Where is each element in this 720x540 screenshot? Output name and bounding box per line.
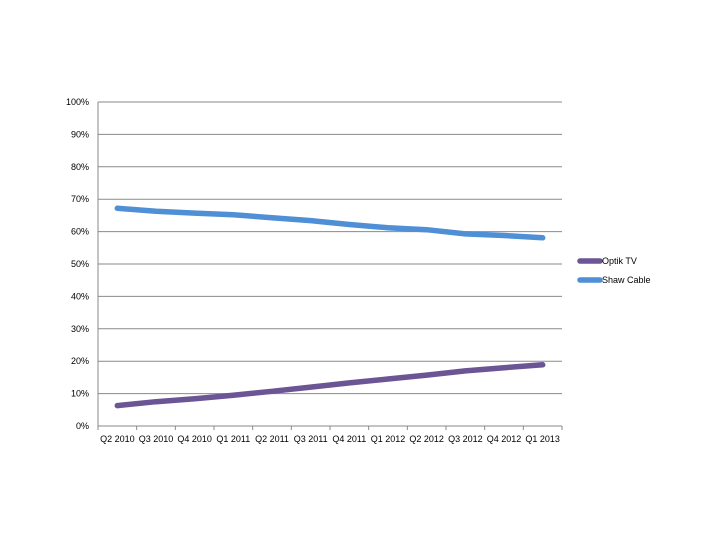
y-tick-label: 60% (71, 227, 89, 237)
y-tick-label: 80% (71, 162, 89, 172)
series-line-optik-tv (114, 362, 546, 409)
y-tick-label: 50% (71, 259, 89, 269)
y-tick-label: 40% (71, 291, 89, 301)
y-tick-label: 10% (71, 389, 89, 399)
x-tick-label: Q2 2011 (255, 434, 289, 444)
legend-label: Shaw Cable (602, 275, 651, 285)
x-tick-label: Q1 2012 (371, 434, 406, 444)
x-tick-label: Q3 2012 (448, 434, 483, 444)
x-tick-label: Q2 2012 (409, 434, 444, 444)
x-tick-label: Q1 2011 (216, 434, 250, 444)
legend-label: Optik TV (602, 256, 637, 266)
x-tick-label: Q1 2013 (525, 434, 560, 444)
y-tick-label: 70% (71, 194, 89, 204)
x-tick-label: Q3 2010 (139, 434, 174, 444)
y-tick-label: 90% (71, 129, 89, 139)
x-tick-label: Q4 2011 (332, 434, 366, 444)
y-tick-label: 20% (71, 356, 89, 366)
series-line-shaw-cable (114, 205, 546, 241)
x-tick-label: Q4 2010 (177, 434, 212, 444)
x-tick-label: Q3 2011 (294, 434, 328, 444)
y-tick-label: 100% (66, 97, 89, 107)
x-tick-label: Q4 2012 (487, 434, 522, 444)
x-tick-label: Q2 2010 (100, 434, 135, 444)
y-tick-label: 30% (71, 324, 89, 334)
y-tick-label: 0% (76, 421, 89, 431)
